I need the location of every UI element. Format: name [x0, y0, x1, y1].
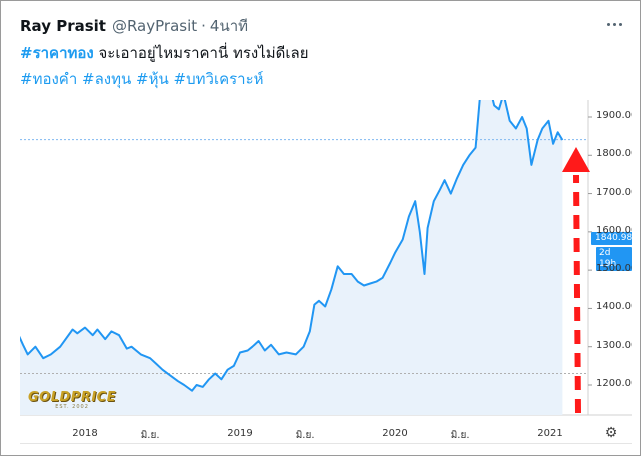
y-tick-label: 1500.00	[596, 263, 632, 275]
author-handle[interactable]: @RayPrasit	[111, 17, 198, 35]
tweet-text: #ราคาทอง จะเอาอยู่ไหมราคานี่ ทรงไม่ดีเลย	[20, 41, 309, 65]
gear-icon[interactable]: ⚙	[604, 425, 618, 441]
hashtag-gold[interactable]: #ทองคำ	[20, 70, 78, 88]
countdown-badge: 2d 19h	[596, 247, 632, 271]
x-tick-label: มิ.ย.	[450, 430, 470, 441]
chart-image[interactable]: GOLDPRICE EST. 2002 1840.98 2d 19h 1900.…	[20, 100, 632, 444]
author-name[interactable]: Ray Prasit	[20, 17, 106, 35]
x-tick-label: มิ.ย.	[295, 430, 315, 441]
gold-price-chart	[20, 100, 632, 443]
x-tick-label: 2019	[227, 428, 253, 439]
tweet-timestamp[interactable]: 4นาที	[209, 17, 249, 35]
red-dashed-arrow-head	[562, 147, 590, 172]
hashtag-invest[interactable]: #ลงทุน	[82, 70, 132, 88]
y-tick-label: 1700.00	[596, 186, 632, 198]
hashtag-analysis[interactable]: #บทวิเคราะห์	[173, 70, 264, 88]
series-area	[20, 100, 563, 415]
x-tick-label: 2018	[72, 428, 98, 439]
hashtag-stocks[interactable]: #หุ้น	[136, 70, 169, 88]
y-tick-label: 1600.00	[596, 224, 632, 236]
x-tick-label: 2020	[382, 428, 408, 439]
hashtag-gold-price[interactable]: #ราคาทอง	[20, 44, 94, 62]
current-price-badge: 1840.98	[591, 232, 632, 245]
tweet-text-body: จะเอาอยู่ไหมราคานี่ ทรงไม่ดีเลย	[93, 44, 309, 62]
y-tick-label: 1400.00	[596, 301, 632, 313]
tweet-header: Ray Prasit @RayPrasit · 4นาที	[20, 14, 248, 38]
x-tick-label: 2021	[537, 428, 563, 439]
y-tick-label: 1300.00	[596, 339, 632, 351]
red-dashed-arrow-shaft	[573, 174, 581, 414]
y-tick-label: 1800.00	[596, 148, 632, 160]
hashtag-list: #ทองคำ #ลงทุน #หุ้น #บทวิเคราะห์	[20, 67, 264, 91]
y-tick-label: 1200.00	[596, 378, 632, 389]
separator-dot: ·	[201, 17, 206, 35]
x-tick-label: มิ.ย.	[140, 430, 160, 441]
more-dots-icon[interactable]	[602, 13, 626, 35]
y-tick-label: 1900.00	[596, 110, 632, 121]
goldprice-logo: GOLDPRICE EST. 2002	[28, 390, 117, 410]
series-line	[20, 100, 564, 392]
